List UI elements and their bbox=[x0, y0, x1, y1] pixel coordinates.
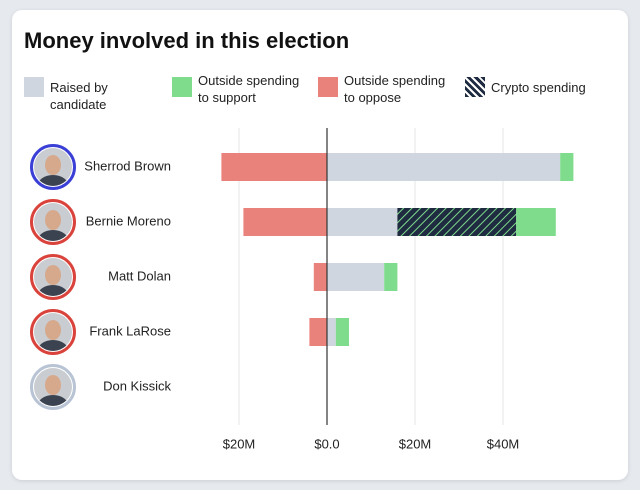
avatar bbox=[30, 199, 76, 245]
legend-item: Outside spending to oppose bbox=[318, 72, 448, 106]
photo-body bbox=[37, 285, 69, 296]
photo-head bbox=[45, 265, 61, 285]
bar bbox=[327, 318, 336, 346]
bar bbox=[560, 153, 574, 181]
avatar-photo bbox=[34, 203, 72, 241]
legend-item: Outside spending to support bbox=[172, 72, 302, 106]
legend-label: Outside spending to support bbox=[198, 73, 300, 105]
avatar-photo bbox=[34, 368, 72, 406]
legend-item: Raised by candidate bbox=[24, 72, 164, 113]
x-tick-label: $20M bbox=[399, 436, 432, 451]
avatar-photo bbox=[34, 313, 72, 351]
bar bbox=[327, 263, 385, 291]
legend-swatch bbox=[318, 77, 338, 97]
photo-head bbox=[45, 320, 61, 340]
chart-title: Money involved in this election bbox=[24, 28, 350, 53]
legend-label: Crypto spending bbox=[491, 80, 586, 95]
bar bbox=[516, 208, 556, 236]
bar bbox=[221, 153, 327, 181]
photo-head bbox=[45, 375, 61, 395]
bar bbox=[313, 263, 327, 291]
x-tick-label: $40M bbox=[487, 436, 520, 451]
legend-swatch bbox=[24, 77, 44, 97]
category-label: Sherrod Brown bbox=[84, 158, 171, 173]
photo-head bbox=[45, 155, 61, 175]
legend-label: Raised by candidate bbox=[50, 80, 108, 112]
bar bbox=[309, 318, 327, 346]
photo-head bbox=[45, 210, 61, 230]
category-label: Bernie Moreno bbox=[86, 213, 171, 228]
category-label: Don Kissick bbox=[103, 378, 171, 393]
avatar bbox=[30, 364, 76, 410]
bar bbox=[243, 208, 327, 236]
category-label: Matt Dolan bbox=[108, 268, 171, 283]
bar bbox=[335, 318, 349, 346]
photo-body bbox=[37, 230, 69, 241]
bar bbox=[327, 153, 561, 181]
bar bbox=[327, 208, 398, 236]
avatar bbox=[30, 309, 76, 355]
avatar bbox=[30, 144, 76, 190]
x-tick-label: $20M bbox=[223, 436, 256, 451]
legend-item: Crypto spending bbox=[465, 72, 605, 97]
photo-body bbox=[37, 175, 69, 186]
category-label: Frank LaRose bbox=[89, 323, 171, 338]
legend-swatch bbox=[465, 77, 485, 97]
legend-label: Outside spending to oppose bbox=[344, 73, 446, 105]
avatar-photo bbox=[34, 258, 72, 296]
bar bbox=[384, 263, 398, 291]
legend-swatch bbox=[172, 77, 192, 97]
photo-body bbox=[37, 395, 69, 406]
x-tick-label: $0.0 bbox=[314, 436, 339, 451]
avatar-photo bbox=[34, 148, 72, 186]
photo-body bbox=[37, 340, 69, 351]
avatar bbox=[30, 254, 76, 300]
bar bbox=[397, 208, 517, 236]
